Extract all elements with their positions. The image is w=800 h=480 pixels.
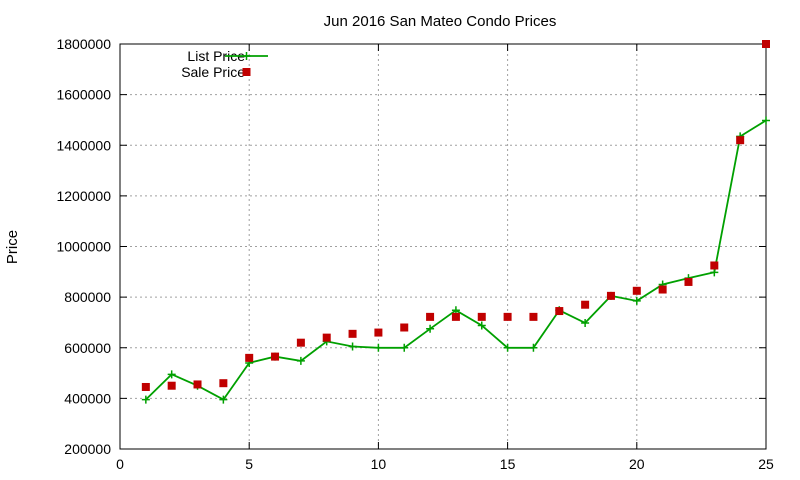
series-point	[503, 343, 512, 352]
series-point	[426, 324, 435, 333]
series-point	[271, 352, 280, 361]
chart-title: Jun 2016 San Mateo Condo Prices	[324, 13, 557, 30]
series-point	[296, 338, 305, 347]
axes: 200000 400000 600000 800000 1000000 1200000 14…	[56, 36, 774, 472]
y-tick-label: 800000	[64, 289, 111, 305]
series-point	[245, 353, 254, 362]
series-point	[348, 329, 357, 338]
legend-swatch	[242, 68, 251, 76]
series-point	[322, 333, 331, 342]
series-point	[477, 321, 486, 330]
x-tick-label: 5	[245, 456, 253, 472]
x-tick-label: 15	[500, 456, 516, 472]
series-point	[477, 312, 486, 321]
y-tick-label: 1800000	[56, 36, 111, 52]
series-point	[632, 296, 641, 305]
x-tick-label: 0	[116, 456, 124, 472]
series-point	[529, 312, 538, 321]
y-tick-label: 400000	[64, 390, 111, 406]
y-axis-label: Price	[4, 230, 21, 264]
series-point	[632, 286, 641, 295]
y-tick-label: 1000000	[56, 239, 111, 255]
plot-border	[119, 43, 767, 450]
series-point	[167, 370, 176, 379]
series-point	[451, 312, 460, 321]
series-point	[762, 40, 770, 48]
y-tick-label: 200000	[64, 441, 111, 457]
series-point	[141, 395, 150, 404]
series-point	[296, 356, 305, 365]
series-point	[658, 285, 667, 294]
series-point	[529, 343, 538, 352]
legend-label: Sale Price	[181, 64, 245, 80]
series-point	[555, 307, 564, 316]
series-point	[581, 318, 590, 327]
series-point	[400, 343, 409, 352]
series-point	[710, 261, 719, 270]
series-1	[141, 40, 770, 391]
x-tick-label: 10	[371, 456, 387, 472]
x-tick-label: 25	[758, 456, 774, 472]
series-point	[736, 136, 745, 145]
series-point	[606, 291, 615, 300]
legend-label: List Price	[187, 48, 245, 64]
series-point	[684, 277, 693, 286]
series-point	[374, 328, 383, 337]
series-point	[581, 300, 590, 309]
series-point	[426, 312, 435, 321]
series-point	[167, 381, 176, 390]
series-point	[219, 395, 228, 404]
series-point	[141, 382, 150, 391]
y-tick-label: 600000	[64, 340, 111, 356]
y-tick-label: 1200000	[56, 188, 111, 204]
series-point	[348, 342, 357, 351]
y-tick-label: 1600000	[56, 87, 111, 103]
series-point	[400, 323, 409, 332]
series-layer	[141, 40, 770, 404]
series-point	[762, 116, 770, 125]
series-point	[503, 312, 512, 321]
series-point	[193, 380, 202, 389]
series-point	[374, 343, 383, 352]
x-tick-label: 20	[629, 456, 645, 472]
y-tick-label: 1400000	[56, 137, 111, 153]
series-point	[219, 379, 228, 388]
series-point	[710, 268, 719, 277]
legend-swatch-marker	[242, 52, 251, 60]
